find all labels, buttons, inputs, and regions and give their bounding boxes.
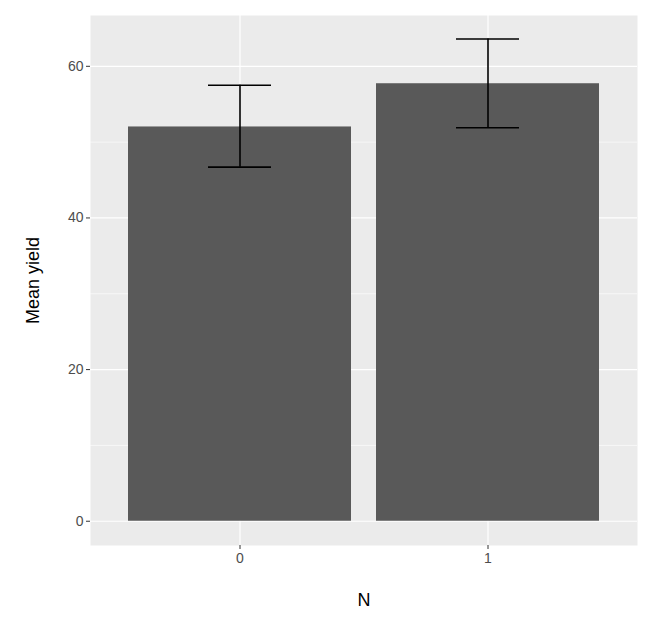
svg-text:0: 0 <box>236 550 244 566</box>
svg-text:0: 0 <box>76 513 84 529</box>
svg-text:20: 20 <box>68 361 84 377</box>
svg-text:Mean yield: Mean yield <box>23 237 43 324</box>
svg-text:40: 40 <box>68 209 84 225</box>
svg-text:N: N <box>358 590 371 610</box>
svg-text:60: 60 <box>68 58 84 74</box>
svg-text:1: 1 <box>484 550 492 566</box>
